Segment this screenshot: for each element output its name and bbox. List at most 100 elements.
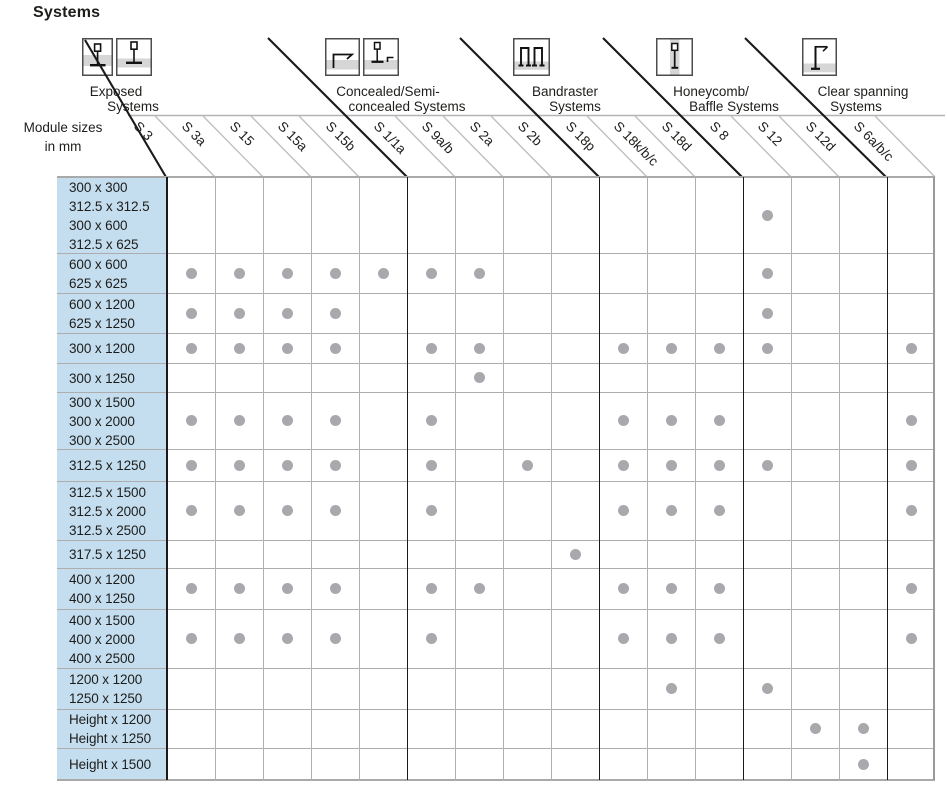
row-label: 312.5 x 1250 — [57, 450, 167, 481]
compatibility-dot — [281, 267, 293, 279]
clear-spanning-system-icon — [802, 38, 837, 76]
group-label-bandraster-line2: Systems — [549, 99, 601, 114]
module-size: 1250 x 1250 — [69, 691, 143, 706]
header-rule-line — [586, 115, 648, 178]
column-header-label: S 18p — [563, 119, 599, 155]
compatibility-dot — [233, 267, 245, 279]
compatibility-dot — [281, 459, 293, 471]
grid-row-line — [57, 540, 935, 541]
header-rule-line — [730, 115, 792, 178]
module-size: 312.5 x 1500 — [69, 484, 146, 500]
header-rule-line — [442, 115, 504, 178]
compatibility-dot — [905, 415, 917, 426]
compatibility-dot — [233, 342, 245, 354]
column-header-label: S 6a/b/c — [851, 119, 897, 165]
grid-row-line — [57, 293, 935, 294]
compatibility-dot — [233, 583, 245, 594]
compatibility-dot — [761, 342, 773, 354]
compatibility-dot — [905, 633, 917, 644]
group-label-concealed-line2: concealed Systems — [348, 99, 466, 114]
grid-column-line — [695, 177, 696, 780]
group-separator-line — [886, 177, 888, 780]
module-size: 300 x 600 — [69, 217, 128, 233]
header-rule-line — [267, 37, 408, 178]
compatibility-dot — [281, 505, 293, 516]
module-size: 312.5 x 1250 — [69, 458, 146, 473]
compatibility-dot — [521, 459, 533, 471]
compatibility-dot — [185, 307, 197, 319]
concealed-system-icon-2 — [363, 38, 399, 76]
module-size: 625 x 625 — [69, 275, 128, 291]
compatibility-dot — [233, 459, 245, 471]
page-title: Systems — [33, 4, 101, 21]
column-header-label: S 15a — [275, 119, 311, 155]
compatibility-dot — [425, 459, 437, 471]
row-label: Height x 1200 Height x 1250 — [57, 710, 167, 748]
module-size: 400 x 1200 — [69, 572, 135, 587]
compatibility-dot — [665, 633, 677, 644]
compatibility-dot — [713, 415, 725, 426]
module-size: 312.5 x 625 — [69, 236, 139, 252]
module-size: 300 x 2000 — [69, 413, 135, 429]
module-size: 625 x 1250 — [69, 315, 135, 331]
grid-column-line — [551, 177, 552, 780]
column-header-label: S 8 — [707, 119, 732, 144]
compatibility-dot — [185, 633, 197, 644]
compatibility-dot — [809, 723, 821, 734]
module-size: Height x 1200 — [69, 712, 152, 727]
compatibility-dot — [905, 459, 917, 471]
grid-column-line — [215, 177, 216, 780]
compatibility-dot — [233, 505, 245, 516]
compatibility-dot — [329, 583, 341, 594]
compatibility-dot — [473, 583, 485, 594]
row-label: Height x 1500 — [57, 749, 167, 780]
compatibility-dot — [281, 415, 293, 426]
header-rule-line — [394, 115, 456, 178]
module-size: 400 x 1500 — [69, 612, 135, 628]
grid-right-edge — [933, 177, 935, 780]
header-rule-line — [634, 115, 696, 178]
grid-top-edge — [57, 176, 935, 178]
compatibility-dot — [665, 683, 677, 694]
compatibility-dot — [425, 342, 437, 354]
module-size: 300 x 1250 — [69, 370, 135, 386]
row-label: 300 x 1250 — [57, 364, 167, 392]
grid-row-line — [57, 392, 935, 393]
compatibility-dot — [329, 459, 341, 471]
compatibility-dot — [425, 583, 437, 594]
row-label: 400 x 1500 400 x 2000 400 x 2500 — [57, 610, 167, 668]
compatibility-dot — [281, 342, 293, 354]
group-separator-line — [742, 177, 744, 780]
grid-column-line — [311, 177, 312, 780]
module-size: 400 x 1250 — [69, 591, 135, 606]
compatibility-dot — [473, 267, 485, 279]
compatibility-dot — [857, 723, 869, 734]
header-rule-line — [874, 115, 936, 178]
compatibility-dot — [185, 342, 197, 354]
compatibility-dot — [761, 683, 773, 694]
header-rule-line — [744, 37, 887, 178]
module-size: 600 x 1200 — [69, 296, 135, 312]
grid-bottom-edge — [57, 778, 935, 781]
compatibility-dot — [185, 267, 197, 279]
compatibility-dot — [761, 307, 773, 319]
module-sizes-line1: Module sizes — [23, 120, 103, 135]
grid-row-line — [57, 568, 935, 569]
compatibility-dot — [905, 342, 917, 354]
compatibility-dot — [233, 415, 245, 426]
compatibility-dot — [665, 583, 677, 594]
compatibility-dot — [377, 267, 389, 279]
row-label: 600 x 600 625 x 625 — [57, 254, 167, 293]
module-size: 312.5 x 312.5 — [69, 198, 150, 214]
group-label-clear-spanning-line2: Systems — [830, 99, 882, 114]
group-separator-line — [598, 177, 600, 780]
compatibility-dot — [761, 267, 773, 279]
grid-column-line — [503, 177, 504, 780]
compatibility-dot — [473, 342, 485, 354]
row-label: 300 x 300 312.5 x 312.5 300 x 600 312.5 x 6… — [57, 178, 167, 253]
module-size: 312.5 x 2000 — [69, 503, 146, 519]
module-size: 312.5 x 2500 — [69, 522, 146, 538]
group-label-bandraster-line1: Bandraster — [531, 84, 599, 99]
compatibility-dot — [425, 505, 437, 516]
